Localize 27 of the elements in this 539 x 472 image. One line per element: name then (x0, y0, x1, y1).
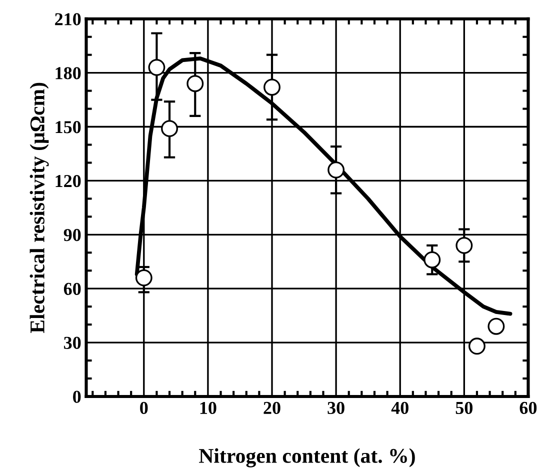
y-tick-label: 210 (55, 13, 81, 26)
x-tick-label: 60 (520, 402, 537, 414)
y-tick-label: 0 (73, 390, 81, 403)
point (135, 269, 152, 286)
point (186, 75, 204, 92)
point (456, 236, 473, 254)
y-tick-label: 150 (56, 121, 81, 134)
x-tick-label: 10 (200, 402, 216, 414)
y-tick-label: 60 (64, 282, 81, 296)
x-tick-label: 30 (328, 402, 344, 414)
y-tick-label: 30 (64, 336, 81, 349)
y-tick-label: 180 (56, 67, 81, 80)
x-tick-label: 0 (140, 402, 148, 414)
x-tick-label: 50 (456, 402, 473, 414)
y-tick-label: 90 (64, 228, 81, 242)
point (424, 251, 441, 268)
x-tick-label: 40 (391, 402, 408, 414)
y-tick-label: 120 (56, 174, 81, 188)
point (468, 338, 486, 355)
point (161, 120, 178, 138)
y-axis-title: Electrical resistivity (μΩcm) (30, 82, 49, 334)
point (148, 58, 166, 76)
point (328, 161, 345, 178)
point (488, 318, 505, 335)
point (264, 78, 280, 96)
x-tick-label: 20 (264, 402, 280, 414)
x-axis-title: Nitrogen content (at. %) (199, 448, 415, 468)
